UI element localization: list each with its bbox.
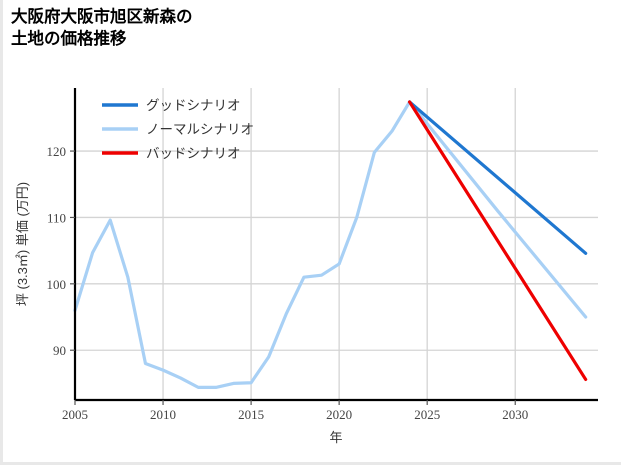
x-tick-label: 2030 bbox=[502, 407, 528, 422]
chart-series-layer bbox=[73, 100, 588, 389]
x-tick-label: 2005 bbox=[62, 407, 88, 422]
y-tick-label: 120 bbox=[47, 144, 67, 159]
price-trend-line-chart: 90 100 110 120 2005 2010 2015 2020 2025 2030 グッドシ… bbox=[15, 88, 598, 445]
x-tick-label: 2020 bbox=[326, 407, 352, 422]
y-axis-title: 坪 (3.3㎡) 単価 (万円) bbox=[15, 182, 30, 306]
chart-tick-labels: 90 100 110 120 2005 2010 2015 2020 2025 2030 bbox=[47, 144, 529, 422]
series-line bbox=[407, 100, 588, 255]
x-tick-label: 2010 bbox=[150, 407, 176, 422]
legend-label: グッドシナリオ bbox=[146, 98, 241, 113]
series-line bbox=[73, 100, 588, 389]
y-tick-label: 100 bbox=[47, 277, 67, 292]
page-title: 大阪府大阪市旭区新森の 土地の価格推移 bbox=[11, 8, 193, 49]
chart-gridlines bbox=[74, 88, 598, 400]
legend-label: ノーマルシナリオ bbox=[146, 122, 254, 137]
x-axis-title: 年 bbox=[329, 430, 342, 445]
legend-label: バッドシナリオ bbox=[146, 146, 241, 161]
series-line bbox=[407, 100, 588, 382]
y-tick-label: 90 bbox=[53, 343, 66, 358]
x-tick-label: 2025 bbox=[414, 407, 440, 422]
chart-axes bbox=[73, 88, 598, 402]
y-tick-label: 110 bbox=[47, 210, 66, 225]
x-tick-label: 2015 bbox=[238, 407, 264, 422]
